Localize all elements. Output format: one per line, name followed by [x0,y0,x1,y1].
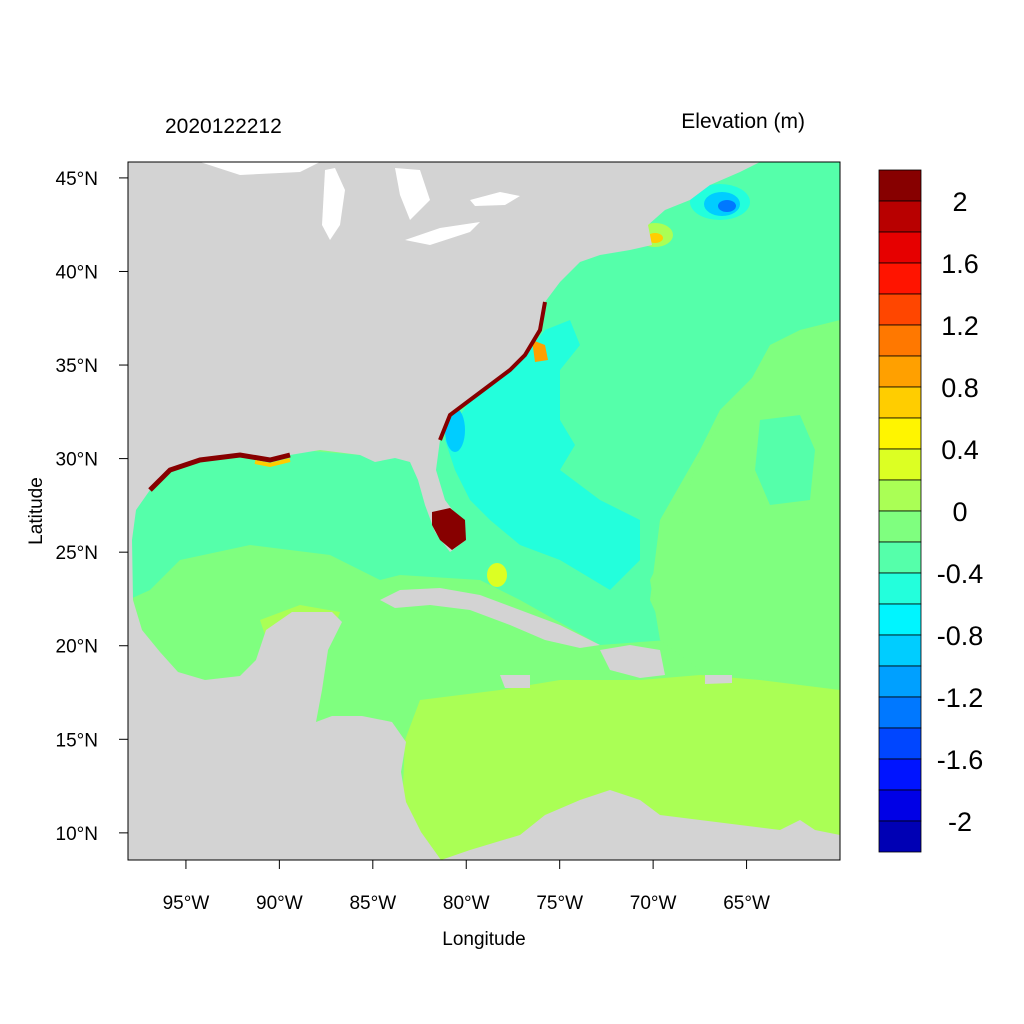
y-tick-label: 25°N [56,543,98,564]
x-tick-label: 90°W [256,893,303,914]
colorbar-swatch [878,603,922,636]
ocean-region-caribbean-south [400,675,840,860]
great-lakes [200,162,520,245]
colorbar-swatch [878,789,922,822]
y-tick-label: 40°N [56,262,98,283]
colorbar-swatch [878,417,922,450]
colorbar-swatch [878,355,922,388]
x-tick-label: 75°W [536,893,583,914]
land-cuba [380,588,600,648]
land-puerto-rico [705,675,732,684]
colorbar-swatch [878,169,922,202]
x-tick-label: 65°W [723,893,770,914]
surge-south-florida [432,508,466,550]
colorbar-swatch [878,231,922,264]
colorbar-label: 1.2 [941,311,979,341]
colorbar-label: 2 [952,187,967,217]
surge-louisiana [254,458,291,468]
map-frame [127,161,841,861]
colorbar: 2 1.6 1.2 0.8 0.4 0 -0.4 -0.8 -1.2 -1.6 -2 [878,169,984,853]
colorbar-swatch [878,727,922,760]
colorbar-swatch [878,541,922,574]
colorbar-label: 0 [952,497,967,527]
y-tick-label: 10°N [56,824,98,845]
map-area [128,162,840,860]
colorbar-swatch [878,386,922,419]
y-tick-label: 35°N [56,356,98,377]
y-tick-label: 15°N [56,730,98,751]
surge-outer-banks [532,340,548,362]
colorbar-label: 0.8 [941,373,979,403]
land-hispaniola [600,645,665,678]
land-jamaica [500,675,530,688]
colorbar-label: 0.4 [941,435,979,465]
colorbar-label: -0.8 [937,621,984,651]
colorbar-swatch [878,510,922,543]
x-tick-label: 95°W [163,893,210,914]
x-tick-label: 80°W [443,893,490,914]
surge-bahamas [487,563,507,587]
land-south-america [441,790,840,860]
y-tick-label: 30°N [56,450,98,471]
colorbar-swatch [878,200,922,233]
colorbar-label: -0.4 [937,559,984,589]
colorbar-swatch [878,820,922,853]
x-tick-label: 70°W [630,893,677,914]
colorbar-swatch [878,293,922,326]
plot-date-title: 2020122212 [165,115,282,138]
colorbar-swatch [878,572,922,605]
x-tick-label: 85°W [349,893,396,914]
surge-gulf-coast [148,452,291,492]
colorbar-label: 1.6 [941,249,979,279]
colorbar-swatch [878,324,922,357]
colorbar-swatch [878,262,922,295]
colorbar-label: -2 [948,807,972,837]
ocean-region-central-atlantic [755,415,815,505]
colorbar-swatch [878,665,922,698]
y-tick-label: 45°N [56,169,98,190]
y-axis-label: Latitude [26,477,47,545]
colorbar-swatch [878,448,922,481]
colorbar-swatch [878,634,922,667]
colorbar-label: -1.2 [937,683,984,713]
surge-east-coast [438,301,547,441]
x-axis-label: Longitude [442,929,525,950]
y-tick-label: 20°N [56,637,98,658]
y-axis: 10°N 15°N 20°N 25°N 30°N 35°N 40°N 45°N [56,169,128,845]
x-axis: 95°W 90°W 85°W 80°W 75°W 70°W 65°W [163,860,770,914]
colorbar-swatch [878,696,922,729]
depression-bay-of-fundy [690,184,750,220]
plot-variable-title: Elevation (m) [681,110,805,133]
colorbar-swatch [878,479,922,512]
colorbar-label: -1.6 [937,745,984,775]
colorbar-swatch [878,758,922,791]
ocean-region-coastal-shelf [445,320,640,590]
